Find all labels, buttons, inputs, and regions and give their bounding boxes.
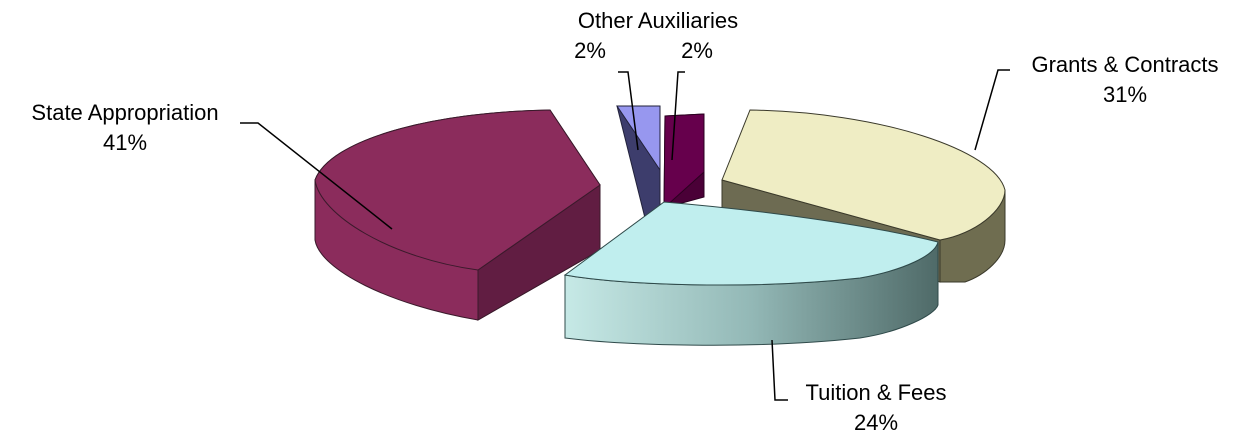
leader-line-tuition-fees: [771, 339, 788, 401]
label-other-auxiliaries: Other Auxiliaries: [578, 8, 738, 33]
label-tuition-fees: Tuition & Fees: [805, 380, 946, 405]
slice-grants-contracts-top: [721, 109, 1006, 241]
leader-line-grants-contracts: [974, 69, 1010, 151]
value-auxiliaries: 2%: [681, 38, 713, 63]
leader-line-auxiliaries: [671, 71, 685, 161]
label-grants-contracts: Grants & Contracts: [1031, 52, 1218, 77]
leader-line-other: [618, 71, 639, 151]
slice-other: [616, 105, 661, 219]
value-grants-contracts: 31%: [1103, 82, 1147, 107]
slice-state-appropriation: [314, 109, 601, 321]
slice-auxiliaries: [663, 113, 705, 210]
value-other: 2%: [574, 38, 606, 63]
label-state-appropriation: State Appropriation: [31, 100, 218, 125]
slice-tuition-fees: [563, 201, 939, 346]
slice-state-appropriation-top: [314, 109, 601, 271]
leader-line-state-appropriation: [240, 122, 393, 230]
value-state-appropriation: 41%: [103, 130, 147, 155]
slice-tuition-fees-top: [563, 201, 939, 286]
value-tuition-fees: 24%: [854, 410, 898, 435]
slice-other-top: [616, 105, 661, 172]
